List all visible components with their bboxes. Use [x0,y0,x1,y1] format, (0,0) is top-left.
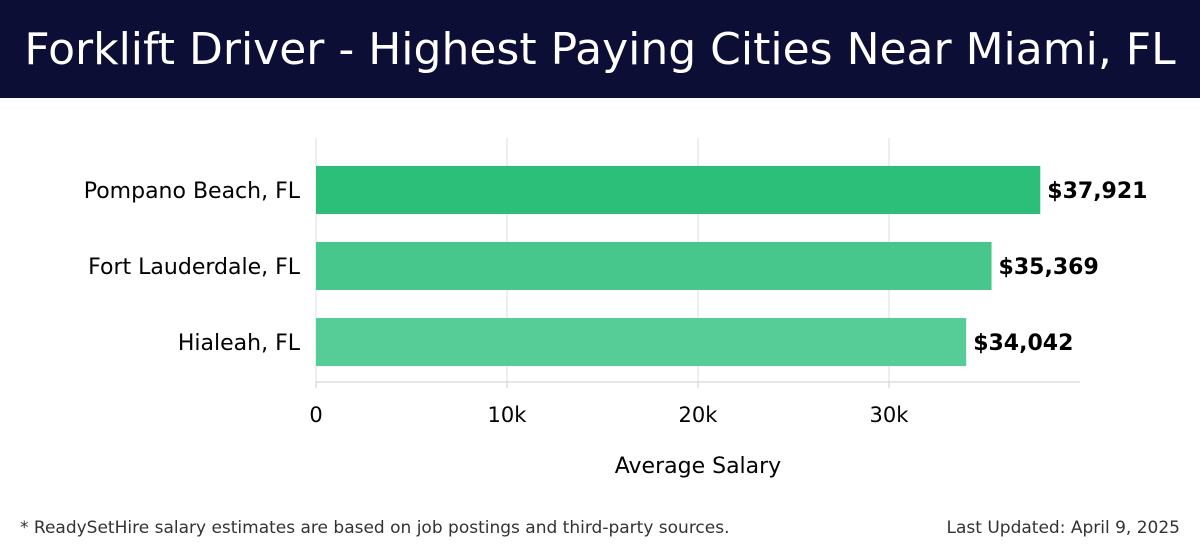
chart-title: Forklift Driver - Highest Paying Cities … [24,23,1176,75]
x-tick-label: 20k [679,403,719,427]
value-label: $34,042 [973,331,1073,356]
chart-header: Forklift Driver - Highest Paying Cities … [0,0,1200,98]
category-label: Pompano Beach, FL [84,179,301,204]
x-tick-label: 0 [309,403,322,427]
bar [316,166,1041,214]
bar [316,318,967,366]
x-axis-title: Average Salary [615,454,781,479]
category-label: Fort Lauderdale, FL [88,255,301,280]
value-label: $37,921 [1047,179,1147,204]
last-updated: Last Updated: April 9, 2025 [946,518,1180,538]
value-label: $35,369 [999,255,1099,280]
footer-note: * ReadySetHire salary estimates are base… [20,518,730,538]
x-tick-label: 30k [870,403,910,427]
bar-chart: Pompano Beach, FL $37,921 Fort Lauderdale,… [84,138,1147,479]
category-label: Hialeah, FL [178,331,301,356]
x-tick-label: 10k [488,403,528,427]
bar [316,242,992,290]
